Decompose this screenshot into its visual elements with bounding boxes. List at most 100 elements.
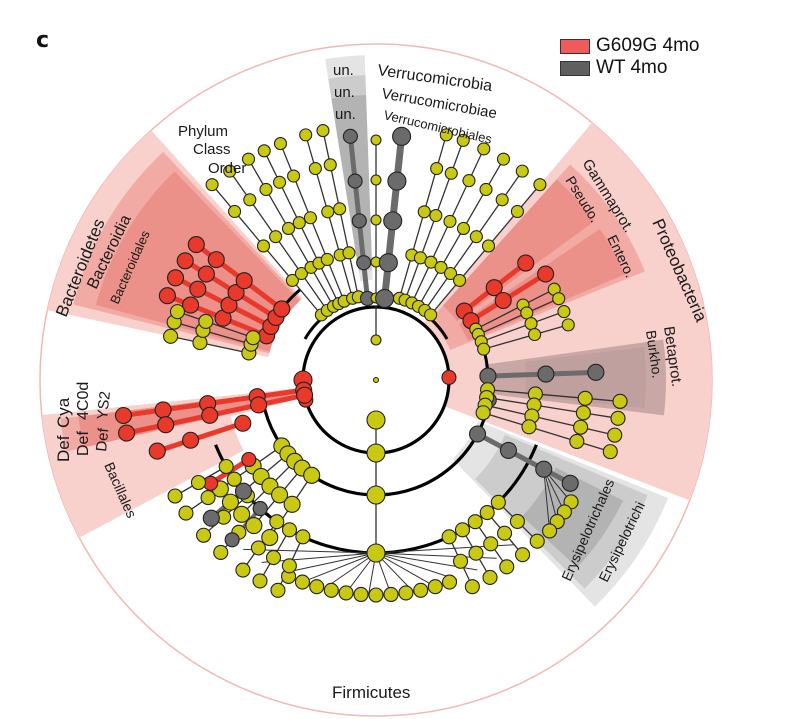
node (387, 171, 407, 191)
node (273, 137, 288, 151)
node (287, 169, 301, 183)
label-def1: Def (54, 435, 73, 462)
label-ys2: YS2 (94, 390, 114, 420)
node (528, 327, 542, 342)
edge (375, 552, 436, 588)
node (413, 582, 429, 598)
edge (262, 245, 294, 282)
node (468, 425, 487, 443)
edge (484, 404, 533, 417)
node (321, 205, 335, 219)
node (610, 410, 626, 426)
node (245, 330, 261, 346)
node (252, 501, 268, 517)
node (509, 513, 525, 529)
node (178, 505, 194, 521)
node (309, 579, 325, 595)
label-cya: Cya (54, 397, 73, 428)
panel-letter: c (36, 28, 50, 53)
edge (329, 164, 341, 210)
node (167, 488, 183, 504)
node (158, 287, 176, 305)
edge (449, 179, 470, 223)
node (477, 142, 491, 156)
node (226, 471, 242, 487)
node (234, 482, 253, 500)
label-def3: Def (93, 427, 112, 453)
node (537, 365, 555, 383)
node (269, 230, 283, 244)
node (285, 273, 299, 287)
node (241, 152, 256, 166)
edge (417, 266, 442, 308)
edge (301, 552, 377, 583)
node (296, 386, 314, 404)
node (169, 304, 185, 320)
node (243, 193, 257, 207)
node (370, 214, 382, 226)
node (205, 178, 219, 192)
node (265, 549, 282, 566)
node (182, 296, 200, 314)
node (333, 202, 347, 216)
edge (543, 468, 558, 523)
node (292, 216, 306, 230)
edge (483, 333, 536, 350)
edge (249, 199, 277, 238)
edge (309, 217, 328, 261)
edge (533, 404, 585, 414)
node (427, 579, 443, 595)
node (495, 193, 509, 207)
edge (528, 426, 578, 443)
node (245, 516, 263, 535)
node (569, 433, 585, 449)
legend: G609G 4mo WT 4mo (560, 35, 700, 80)
sector-entero (458, 229, 625, 341)
edge (424, 272, 452, 312)
edge (440, 227, 465, 269)
edge (458, 245, 490, 282)
node (235, 562, 251, 578)
label-burkho: Burkho. (643, 329, 666, 379)
edge (261, 552, 377, 563)
node (573, 419, 589, 435)
node (356, 255, 372, 271)
node (198, 313, 214, 329)
node (575, 405, 591, 421)
node (557, 305, 571, 319)
node (477, 342, 491, 356)
edge (326, 258, 345, 302)
node (481, 239, 496, 253)
label-4c0d: 4C0d (75, 382, 92, 420)
node (607, 427, 623, 443)
legend-label-g609g: G609G 4mo (596, 35, 700, 56)
node (233, 505, 251, 523)
edge (398, 254, 413, 299)
edge (274, 235, 303, 275)
node (602, 444, 618, 460)
edge (477, 312, 528, 336)
node (443, 214, 457, 228)
node (190, 474, 207, 491)
edge (310, 266, 335, 308)
node (424, 308, 438, 322)
node (454, 522, 471, 538)
node (383, 586, 399, 603)
node (482, 569, 498, 586)
node (612, 393, 628, 409)
node (201, 406, 219, 424)
node (467, 514, 483, 530)
node (497, 525, 513, 541)
edge (462, 188, 487, 230)
sector-burkho (524, 347, 646, 409)
node (561, 474, 579, 492)
node (196, 527, 212, 543)
edge (435, 172, 452, 217)
node (270, 582, 286, 598)
edge (534, 393, 586, 399)
node (250, 540, 266, 556)
node (430, 161, 444, 176)
node (227, 284, 245, 302)
edge (292, 175, 312, 219)
node (485, 279, 503, 297)
